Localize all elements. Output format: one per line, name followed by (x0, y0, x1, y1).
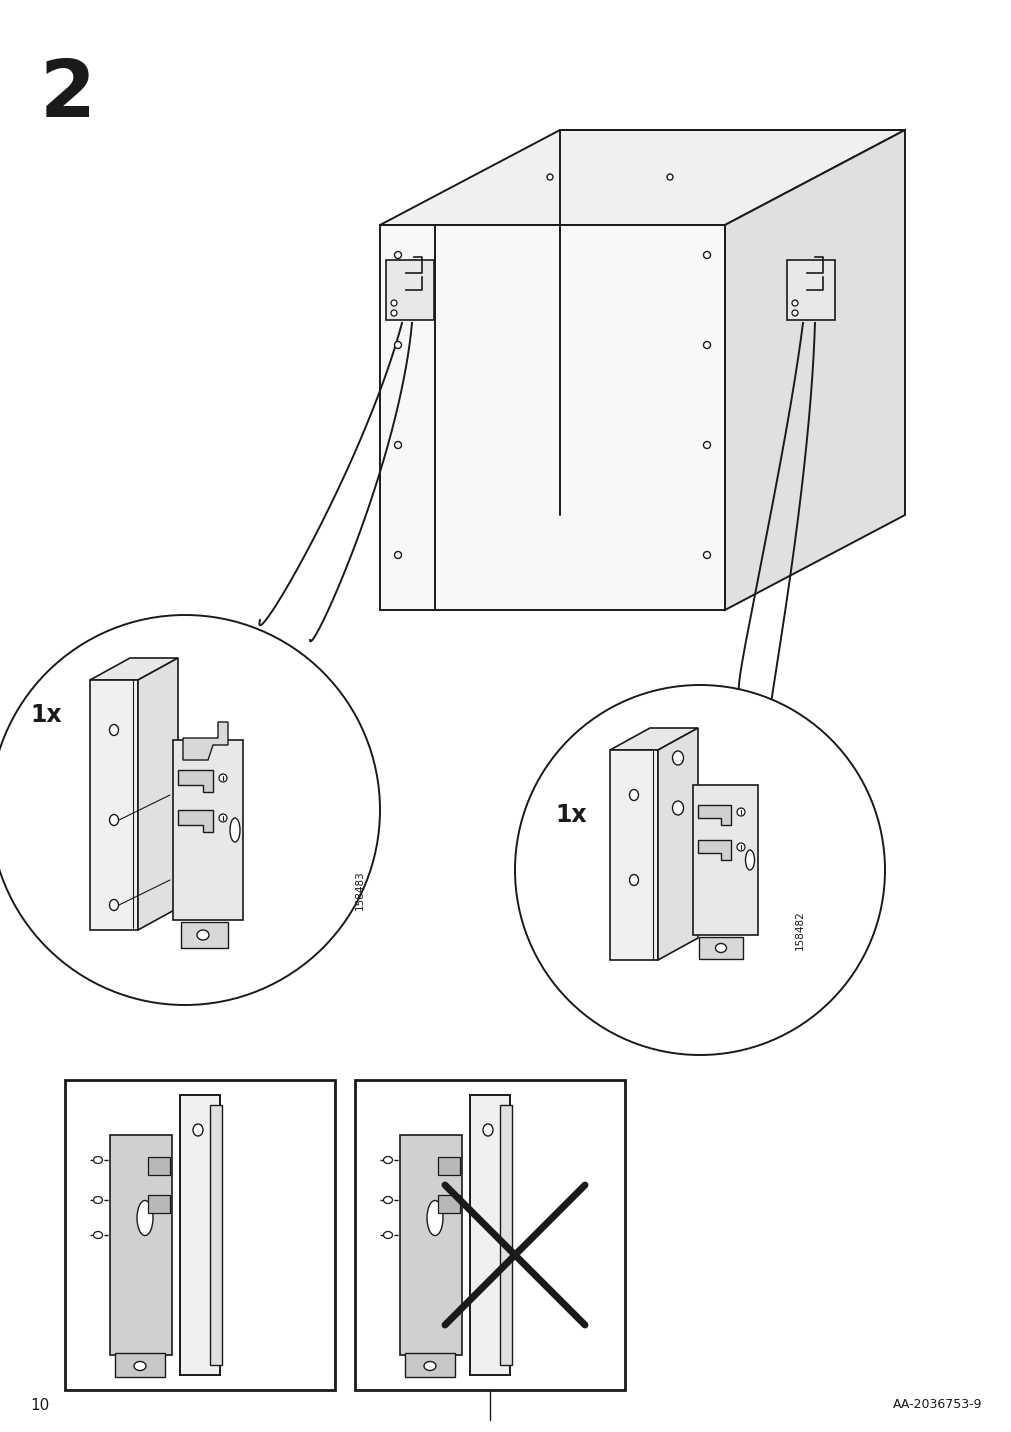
Polygon shape (438, 1194, 460, 1213)
Polygon shape (699, 937, 742, 959)
Bar (65, 1080, 335, 1390)
Circle shape (394, 252, 401, 259)
Ellipse shape (109, 725, 118, 736)
Circle shape (390, 309, 396, 316)
Polygon shape (698, 841, 730, 861)
Bar (469, 1095, 510, 1375)
Circle shape (218, 813, 226, 822)
Polygon shape (183, 722, 227, 760)
Ellipse shape (383, 1157, 392, 1163)
Bar (210, 1106, 221, 1365)
Ellipse shape (93, 1197, 102, 1203)
Polygon shape (379, 130, 904, 225)
Circle shape (703, 252, 710, 259)
Circle shape (792, 299, 798, 306)
Polygon shape (657, 727, 698, 959)
Text: AA-2036753-9: AA-2036753-9 (892, 1399, 981, 1412)
Ellipse shape (229, 818, 240, 842)
Polygon shape (90, 657, 178, 680)
Bar (355, 1080, 625, 1390)
Ellipse shape (629, 875, 638, 885)
Polygon shape (137, 657, 178, 929)
Ellipse shape (424, 1362, 436, 1370)
Polygon shape (787, 261, 834, 319)
Ellipse shape (383, 1232, 392, 1239)
Polygon shape (115, 1353, 165, 1378)
Circle shape (515, 684, 885, 1055)
Ellipse shape (197, 929, 209, 939)
Ellipse shape (133, 1362, 146, 1370)
Text: 158483: 158483 (355, 871, 365, 909)
Circle shape (394, 441, 401, 448)
Circle shape (736, 843, 744, 851)
Circle shape (218, 775, 226, 782)
Polygon shape (610, 727, 698, 750)
Circle shape (394, 551, 401, 558)
Circle shape (703, 551, 710, 558)
Circle shape (792, 309, 798, 316)
Polygon shape (379, 225, 724, 610)
Ellipse shape (136, 1200, 153, 1236)
Circle shape (703, 441, 710, 448)
Polygon shape (610, 750, 657, 959)
Ellipse shape (93, 1157, 102, 1163)
Ellipse shape (745, 851, 754, 871)
Polygon shape (438, 1157, 460, 1176)
Circle shape (0, 614, 379, 1005)
Polygon shape (404, 1353, 455, 1378)
Polygon shape (178, 811, 212, 832)
Ellipse shape (109, 815, 118, 825)
Circle shape (736, 808, 744, 816)
Polygon shape (385, 261, 434, 319)
Polygon shape (178, 770, 212, 792)
Text: 2: 2 (40, 56, 96, 135)
Circle shape (703, 341, 710, 348)
Circle shape (394, 341, 401, 348)
Polygon shape (148, 1194, 170, 1213)
Polygon shape (173, 740, 243, 919)
Ellipse shape (482, 1124, 492, 1136)
Ellipse shape (672, 800, 682, 815)
Ellipse shape (715, 944, 726, 952)
Polygon shape (399, 1136, 462, 1355)
Ellipse shape (109, 899, 118, 911)
Text: 1x: 1x (554, 803, 586, 828)
Polygon shape (90, 680, 137, 929)
Polygon shape (148, 1157, 170, 1176)
Text: 10: 10 (30, 1398, 50, 1412)
Circle shape (390, 299, 396, 306)
Circle shape (666, 175, 672, 180)
Polygon shape (181, 922, 227, 948)
Bar (499, 1106, 512, 1365)
Ellipse shape (629, 789, 638, 800)
Ellipse shape (672, 750, 682, 765)
Ellipse shape (193, 1124, 203, 1136)
Text: 1x: 1x (30, 703, 62, 727)
Text: 158482: 158482 (795, 911, 804, 949)
Ellipse shape (93, 1232, 102, 1239)
Polygon shape (693, 785, 757, 935)
Bar (180, 1095, 219, 1375)
Circle shape (411, 261, 418, 266)
Ellipse shape (427, 1200, 443, 1236)
Ellipse shape (383, 1197, 392, 1203)
Polygon shape (724, 130, 904, 610)
Circle shape (547, 175, 552, 180)
Circle shape (411, 291, 418, 296)
Polygon shape (110, 1136, 172, 1355)
Polygon shape (698, 805, 730, 825)
